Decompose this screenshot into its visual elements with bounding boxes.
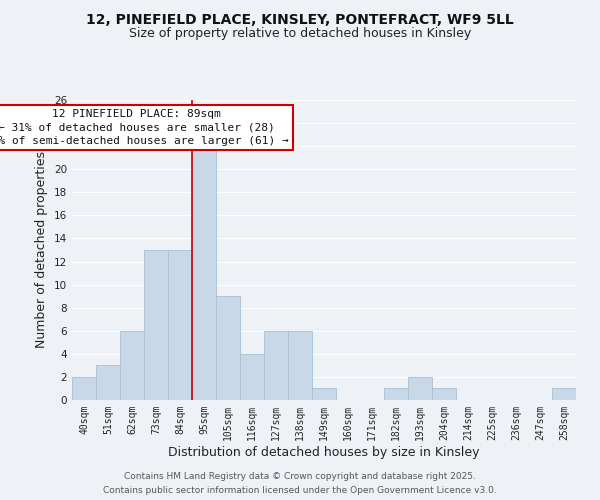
Text: Contains HM Land Registry data © Crown copyright and database right 2025.: Contains HM Land Registry data © Crown c… [124,472,476,481]
Bar [216,296,240,400]
Bar [264,331,288,400]
X-axis label: Distribution of detached houses by size in Kinsley: Distribution of detached houses by size … [168,446,480,458]
Text: Size of property relative to detached houses in Kinsley: Size of property relative to detached ho… [129,28,471,40]
Text: 12 PINEFIELD PLACE: 89sqm
← 31% of detached houses are smaller (28)
69% of semi-: 12 PINEFIELD PLACE: 89sqm ← 31% of detac… [0,109,289,146]
Bar [72,377,96,400]
Bar [168,250,192,400]
Bar [120,331,144,400]
Y-axis label: Number of detached properties: Number of detached properties [35,152,49,348]
Bar [144,250,168,400]
Bar [240,354,264,400]
Bar [96,366,120,400]
Bar [192,146,216,400]
Text: Contains public sector information licensed under the Open Government Licence v3: Contains public sector information licen… [103,486,497,495]
Bar [408,377,432,400]
Bar [552,388,576,400]
Bar [384,388,408,400]
Bar [312,388,336,400]
Bar [432,388,456,400]
Bar [288,331,312,400]
Text: 12, PINEFIELD PLACE, KINSLEY, PONTEFRACT, WF9 5LL: 12, PINEFIELD PLACE, KINSLEY, PONTEFRACT… [86,12,514,26]
